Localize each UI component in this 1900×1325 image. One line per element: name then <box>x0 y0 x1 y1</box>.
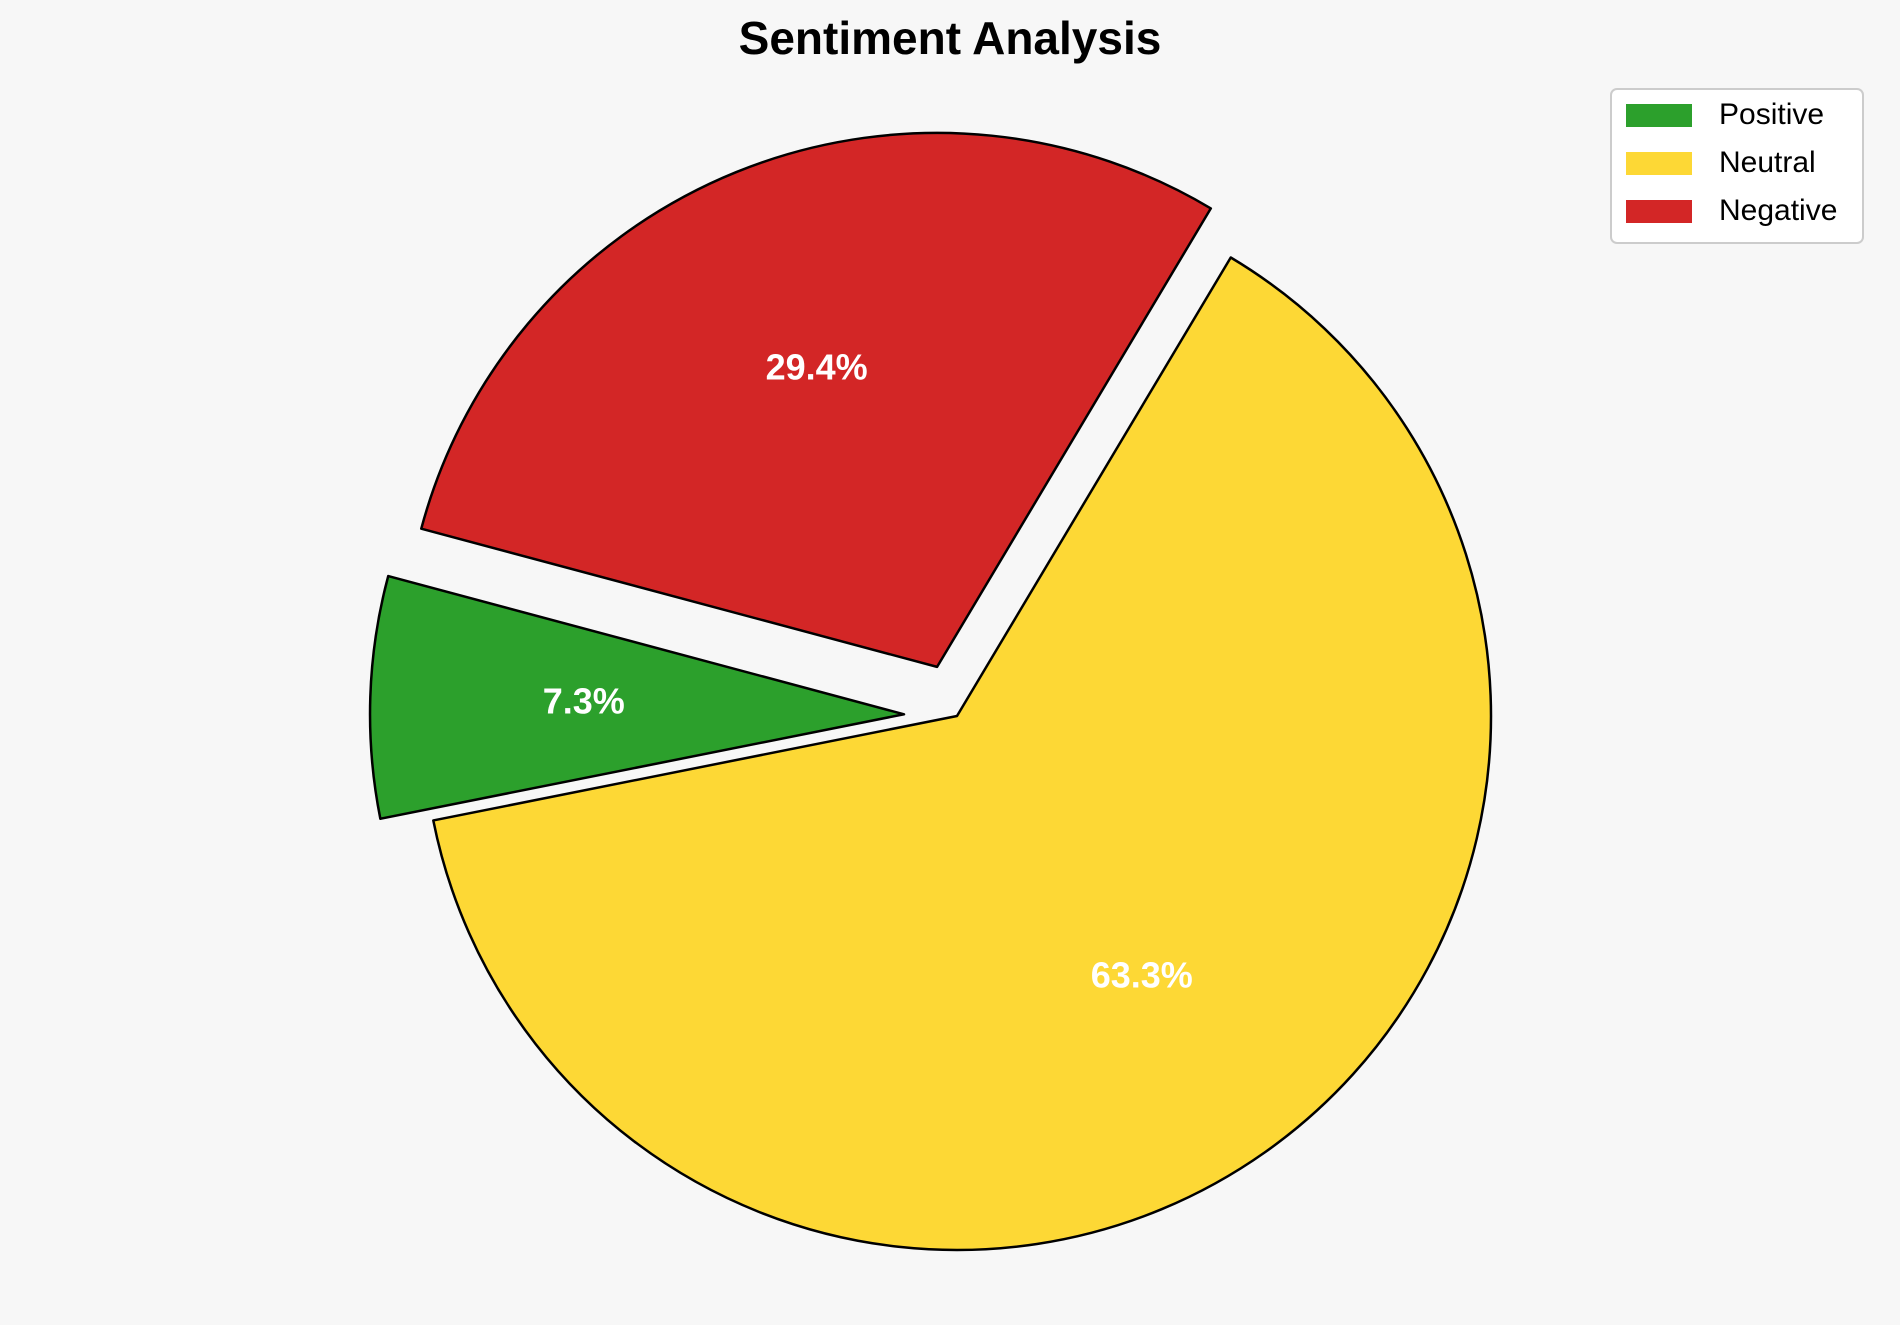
legend-label-positive: Positive <box>1719 98 1824 131</box>
pie-slices <box>368 131 1493 1252</box>
legend-label-negative: Negative <box>1719 194 1837 227</box>
slice-label-positive: 7.3% <box>543 680 625 721</box>
chart-title: Sentiment Analysis <box>739 12 1162 64</box>
slice-label-negative: 29.4% <box>766 347 868 388</box>
pie-slice-neutral <box>432 256 1493 1252</box>
pie-slice-positive <box>368 574 906 820</box>
legend-items: Positive Neutral Negative <box>1626 98 1837 227</box>
slice-label-neutral: 63.3% <box>1091 954 1193 995</box>
legend-swatch-positive <box>1626 104 1692 127</box>
pie-slice-negative <box>420 131 1213 669</box>
legend: Positive Neutral Negative <box>1610 88 1864 244</box>
pie-slice-labels: 7.3% 63.3% 29.4% <box>543 347 1193 996</box>
legend-swatch-neutral <box>1626 152 1692 175</box>
legend-swatch-negative <box>1626 200 1692 223</box>
legend-label-neutral: Neutral <box>1719 146 1816 179</box>
